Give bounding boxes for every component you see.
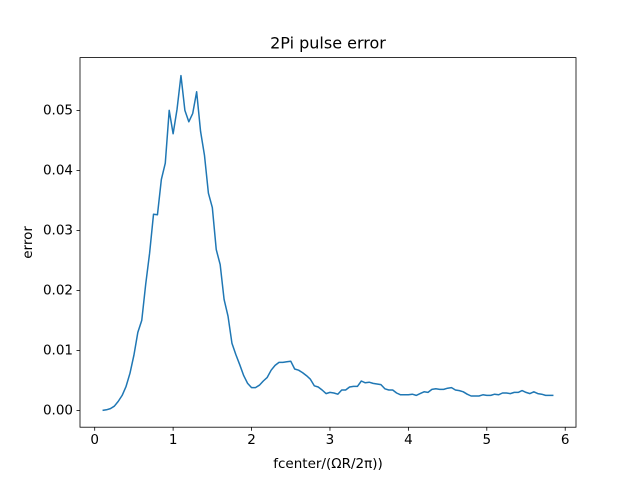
y-tick-label: 0.03 bbox=[43, 222, 73, 238]
x-axis-label: fcenter/(ΩR/2π)) bbox=[273, 456, 383, 472]
x-tick-label: 1 bbox=[169, 432, 178, 448]
x-tick-label: 0 bbox=[90, 432, 99, 448]
x-tick-label: 4 bbox=[404, 432, 413, 448]
x-tick-label: 6 bbox=[561, 432, 570, 448]
y-axis-label: error bbox=[20, 226, 36, 259]
y-tick-label: 0.01 bbox=[43, 342, 73, 358]
chart-title: 2Pi pulse error bbox=[270, 34, 386, 53]
x-tick-label: 3 bbox=[326, 432, 335, 448]
y-tick-label: 0.00 bbox=[43, 402, 73, 418]
y-tick-label: 0.04 bbox=[43, 162, 73, 178]
y-tick-label: 0.02 bbox=[43, 282, 73, 298]
data-line bbox=[102, 74, 554, 412]
axes-frame bbox=[79, 57, 577, 428]
x-tick-label: 5 bbox=[483, 432, 492, 448]
x-tick-label: 2 bbox=[247, 432, 256, 448]
y-tick-label: 0.05 bbox=[43, 102, 73, 118]
